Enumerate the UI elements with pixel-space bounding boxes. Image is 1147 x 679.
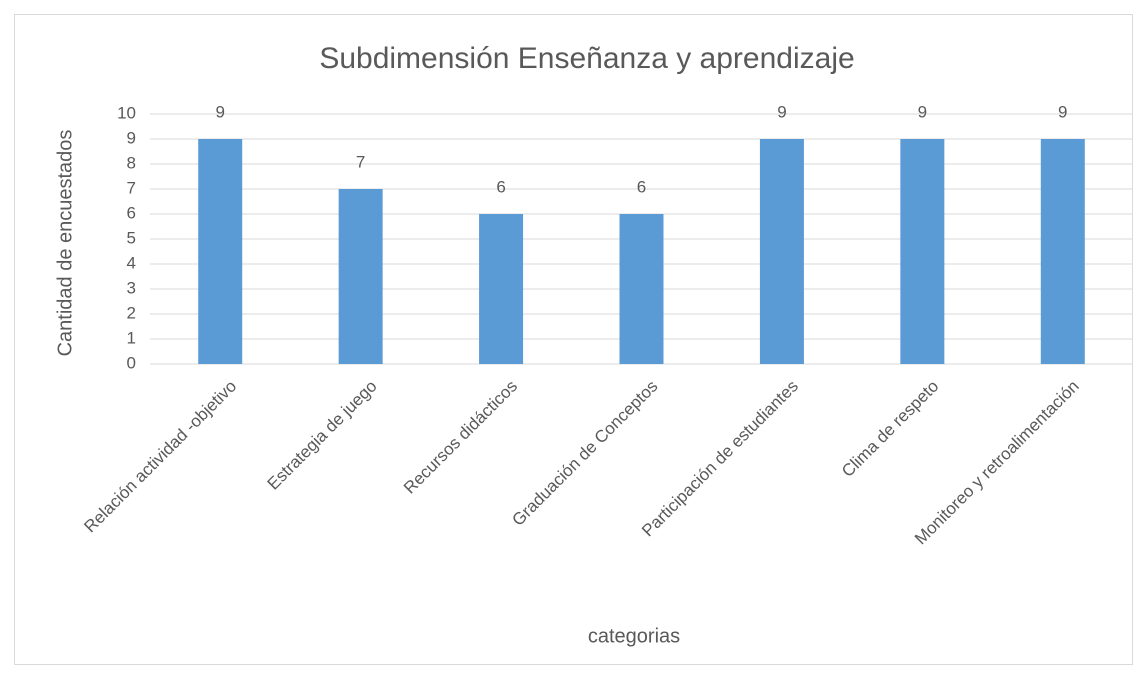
- data-label: 7: [356, 152, 365, 171]
- chart-title: Subdimensión Enseñanza y aprendizaje: [319, 42, 854, 75]
- data-label: 6: [496, 177, 505, 196]
- y-tick-label: 0: [127, 353, 136, 372]
- y-tick-label: 1: [127, 328, 136, 347]
- bar: [759, 139, 804, 364]
- y-tick-label: 5: [127, 228, 136, 247]
- data-label: 6: [637, 177, 646, 196]
- data-label: 9: [215, 102, 224, 121]
- bar: [619, 214, 664, 364]
- data-label: 9: [777, 102, 786, 121]
- y-tick-label: 8: [127, 153, 136, 172]
- bar: [900, 139, 945, 364]
- y-tick-label: 10: [117, 103, 136, 122]
- y-tick-label: 6: [127, 203, 136, 222]
- bar: [479, 214, 524, 364]
- y-tick-label: 4: [127, 253, 136, 272]
- bar: [1040, 139, 1085, 364]
- y-tick-label: 2: [127, 303, 136, 322]
- y-axis-label: Cantidad de encuestados: [54, 130, 76, 357]
- bar: [198, 139, 243, 364]
- y-tick-label: 9: [127, 128, 136, 147]
- y-tick-label: 7: [127, 178, 136, 197]
- y-tick-label: 3: [127, 278, 136, 297]
- data-label: 9: [1058, 102, 1067, 121]
- bar: [338, 189, 383, 364]
- x-axis-label: categorias: [588, 625, 680, 647]
- data-label: 9: [918, 102, 927, 121]
